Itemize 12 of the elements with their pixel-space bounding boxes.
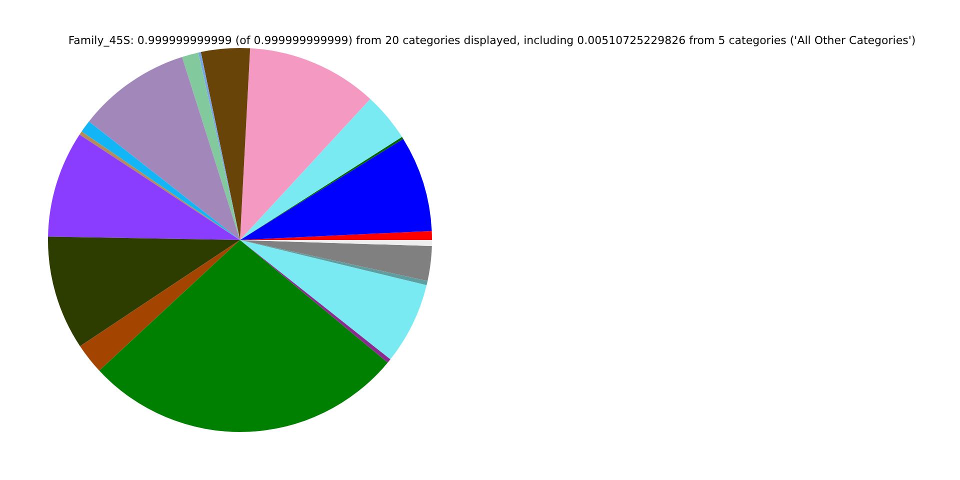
pie-slice bbox=[240, 136, 404, 240]
pie-slice bbox=[240, 240, 390, 363]
pie-slice bbox=[240, 138, 432, 240]
pie-slice bbox=[48, 134, 240, 240]
pie-slice bbox=[88, 56, 240, 240]
text: Family_45S: 0.999999999999 (of 0.999999999999) from 20 categories displayed, including 0.00510725229826 from 5 categories ('All Other Categories') bbox=[68, 34, 916, 47]
pie-slice bbox=[240, 48, 370, 240]
pie-slice bbox=[200, 48, 250, 240]
pie-slice bbox=[48, 236, 240, 346]
pie-slice bbox=[182, 52, 240, 240]
pie-slice bbox=[80, 240, 240, 371]
pie-slice bbox=[99, 240, 388, 432]
